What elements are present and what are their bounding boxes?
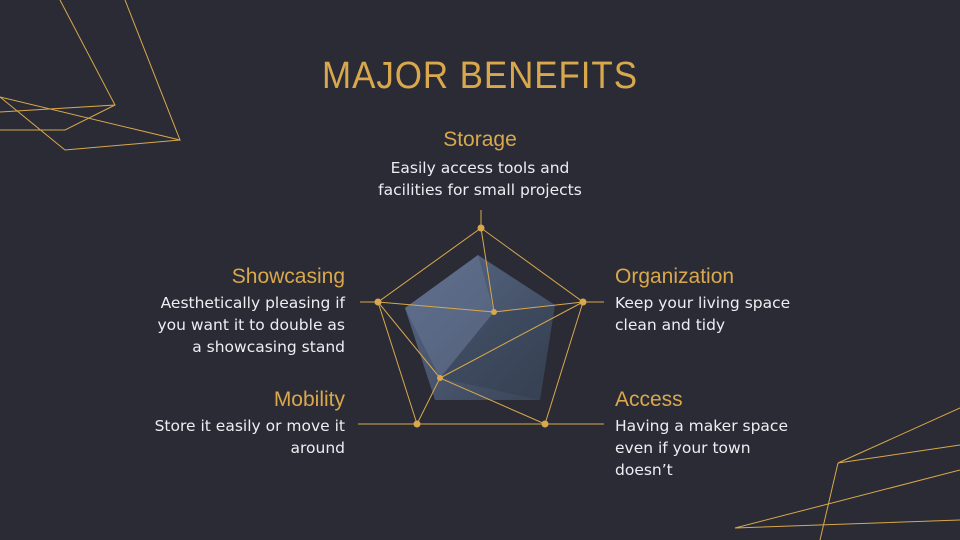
radar-fill-shape: [405, 255, 555, 400]
node-organization: [579, 298, 587, 306]
radar-outline: [377, 227, 584, 425]
benefit-text-storage: Easily access tools and facilities for s…: [330, 157, 630, 201]
inner-connector: [377, 301, 441, 379]
text-line: facilities for small projects: [378, 181, 582, 199]
text-line: around: [290, 439, 346, 457]
inner-connector: [377, 301, 495, 313]
benefit-text-organization: Keep your living space clean and tidy: [615, 292, 875, 336]
page-title: MAJOR BENEFITS: [322, 55, 638, 97]
text-line: clean and tidy: [615, 316, 726, 334]
benefit-heading-access: Access: [615, 388, 683, 411]
node-mobility: [413, 420, 421, 428]
radar-fill-facet: [440, 305, 555, 400]
radar-fill-facet: [405, 255, 494, 378]
node-storage: [477, 224, 485, 232]
text-line: Store it easily or move it: [154, 417, 345, 435]
text-line: doesn’t: [615, 461, 673, 479]
text-line: Keep your living space: [615, 294, 791, 312]
benefit-heading-storage: Storage: [443, 128, 517, 151]
benefit-text-access: Having a maker space even if your town d…: [615, 415, 875, 481]
text-line: Having a maker space: [615, 417, 788, 435]
benefit-heading-mobility: Mobility: [273, 388, 345, 411]
text-line: a showcasing stand: [192, 338, 345, 356]
benefit-text-mobility: Store it easily or move it around: [45, 415, 345, 459]
node-showcasing: [374, 298, 382, 306]
text-line: Aesthetically pleasing if: [160, 294, 345, 312]
node-inner: [437, 375, 443, 381]
benefit-heading-organization: Organization: [615, 265, 735, 288]
node-center: [491, 309, 497, 315]
text-line: you want it to double as: [157, 316, 345, 334]
text-line: Easily access tools and: [390, 159, 570, 177]
inner-connector: [416, 377, 441, 425]
benefit-heading-showcasing: Showcasing: [231, 265, 345, 288]
node-access: [541, 420, 549, 428]
text-line: even if your town: [615, 439, 751, 457]
benefit-text-showcasing: Aesthetically pleasing if you want it to…: [45, 292, 345, 358]
